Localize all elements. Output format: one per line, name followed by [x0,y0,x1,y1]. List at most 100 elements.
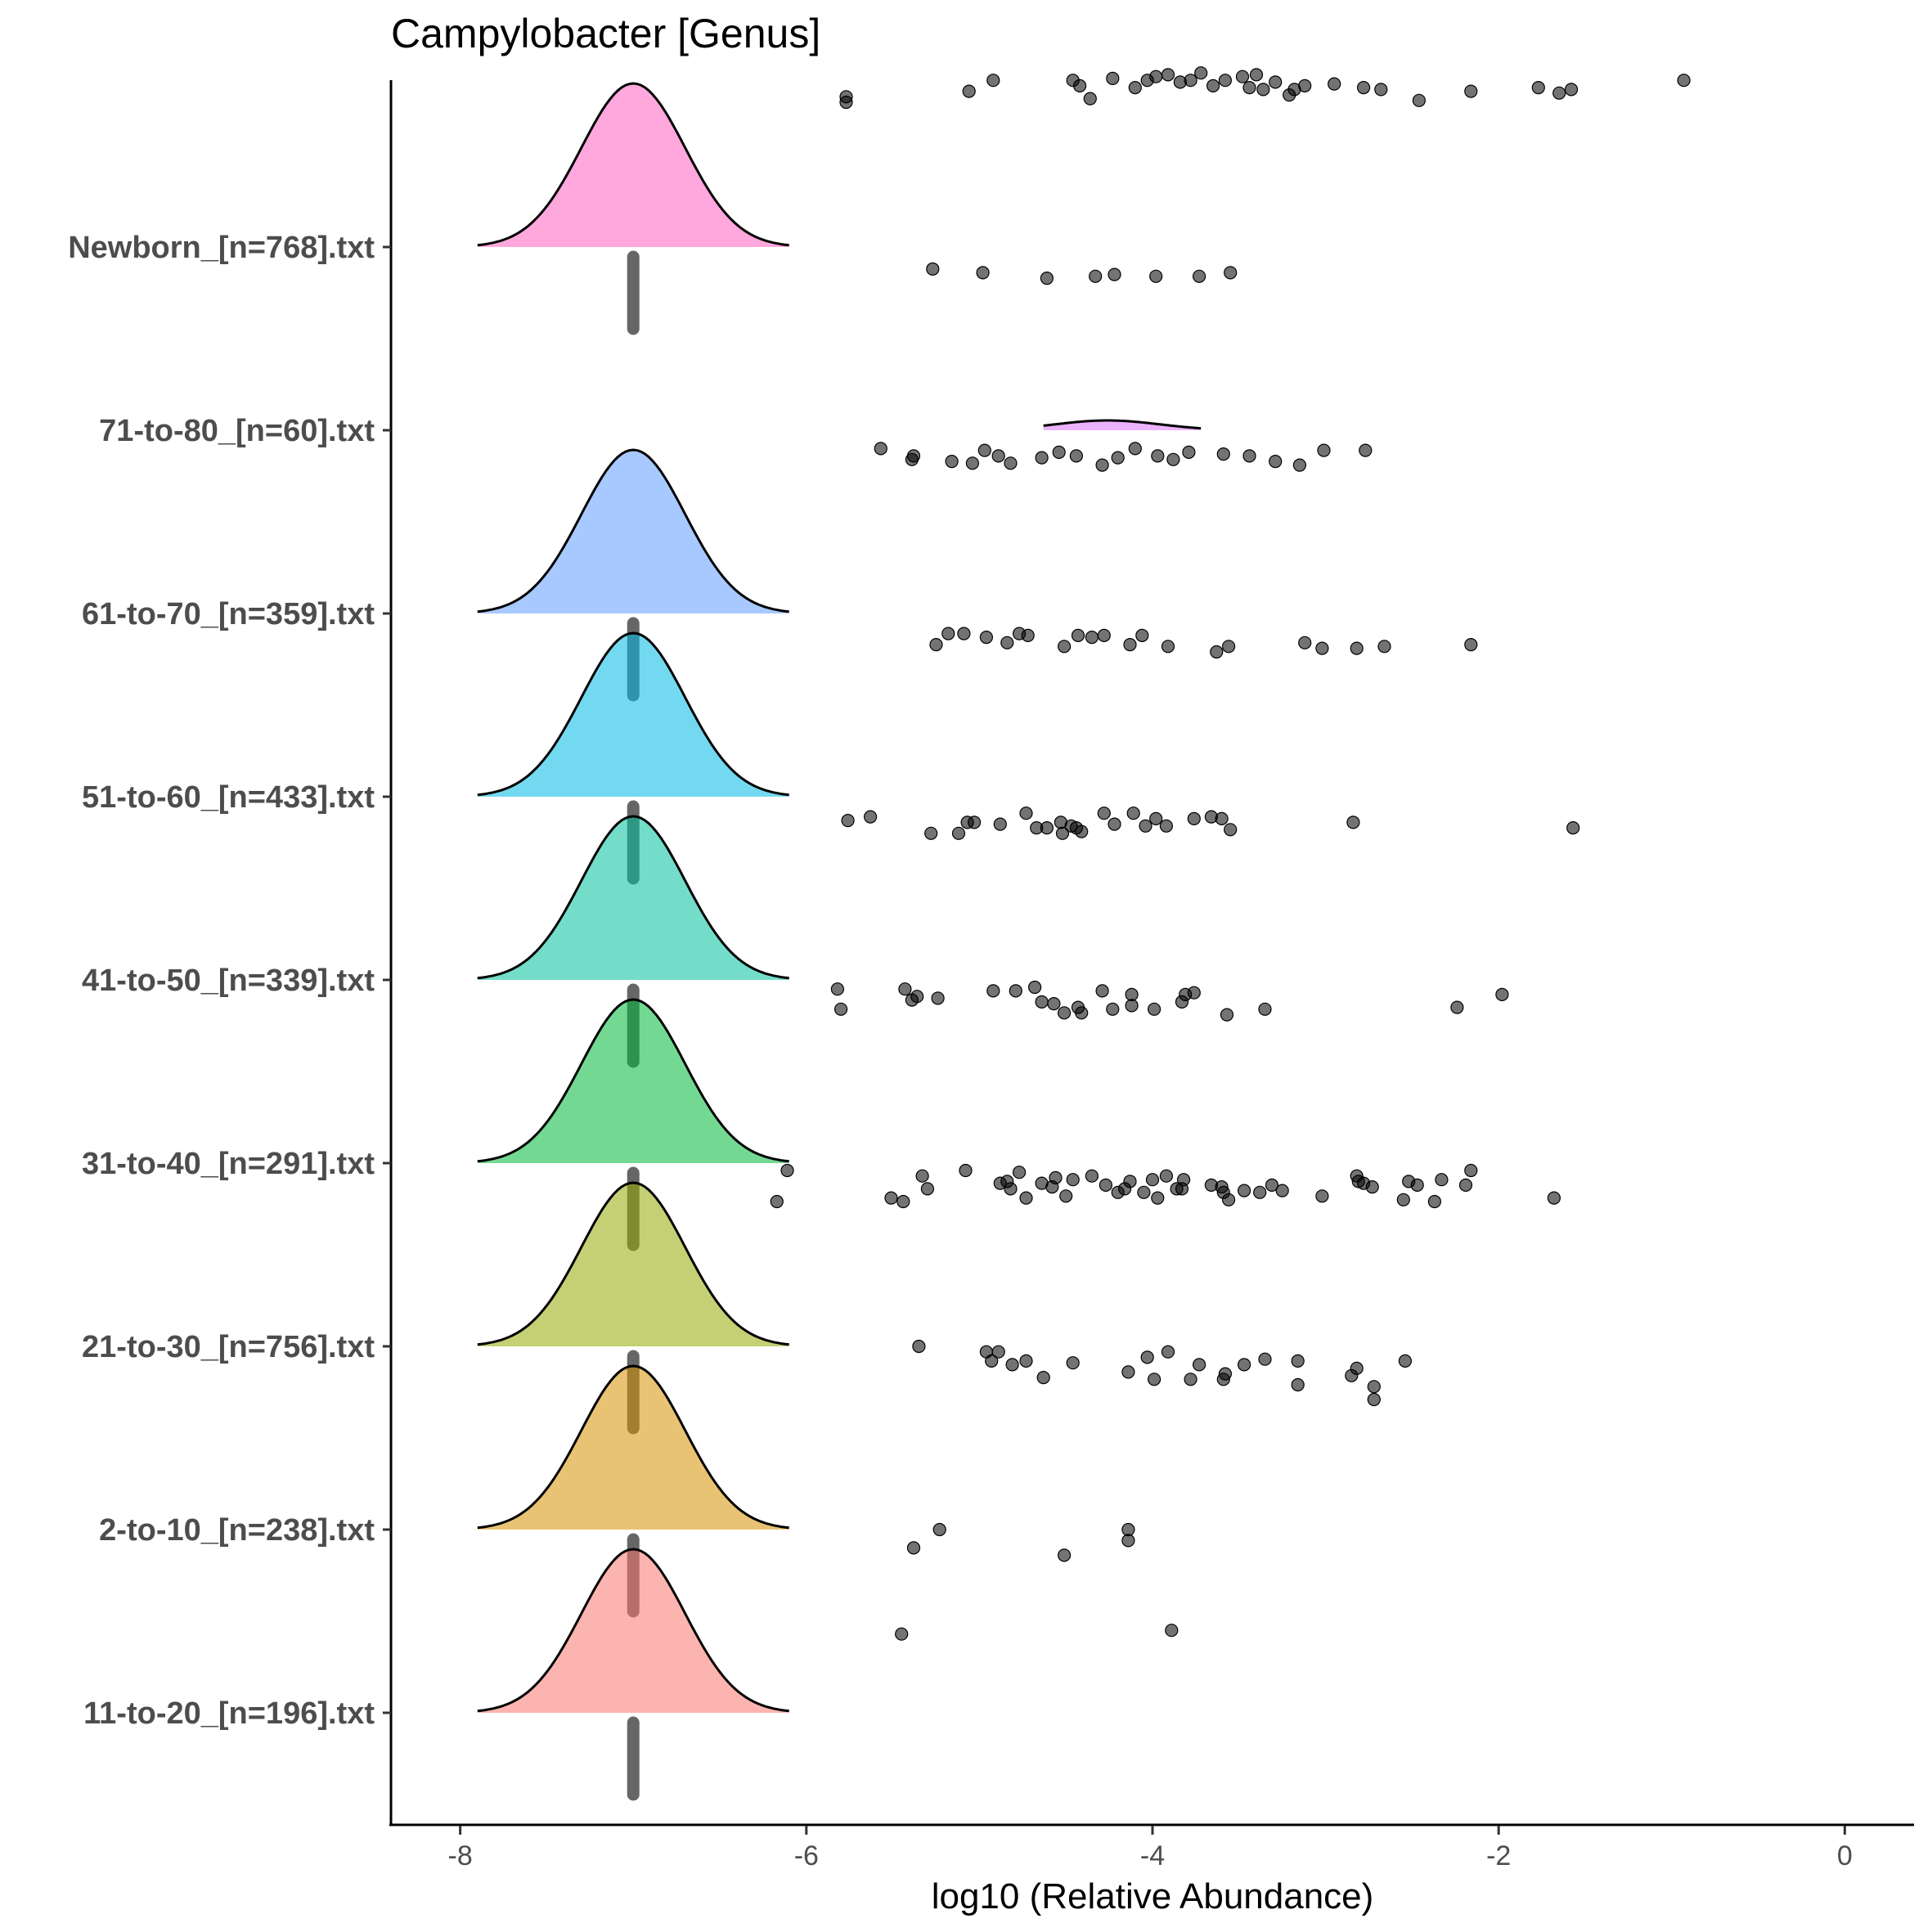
data-point [1235,70,1250,83]
data-point [951,826,966,840]
ridge-outline [477,1181,789,1346]
ridge-8 [1043,419,1202,430]
data-point [1298,636,1312,649]
data-point [912,1339,926,1354]
data-point [1315,1189,1329,1203]
data-point [979,1345,994,1359]
data-point [1464,84,1478,98]
data-point [833,1002,848,1016]
data-point [1147,1002,1161,1016]
ridge-fill [477,816,789,980]
data-point [1269,454,1283,469]
data-point [1125,999,1139,1013]
data-point [1298,79,1312,93]
data-point [1161,68,1175,82]
data-point [1083,92,1097,106]
data-point [1552,86,1566,100]
data-point [1095,984,1109,998]
data-point [1149,811,1163,826]
data-point [957,627,971,640]
data-point [1495,987,1509,1002]
density-ridges [477,82,1202,1801]
data-point [1075,824,1089,838]
data-point [1057,1006,1072,1020]
data-point [924,826,938,840]
data-point [941,627,955,640]
data-point [1412,93,1427,107]
data-point [1410,1178,1424,1193]
data-point [1269,75,1283,89]
data-point [1275,1184,1289,1197]
chart-title: Campylobacter [Genus] [391,11,820,56]
data-point [1128,442,1142,456]
data-point [884,1191,898,1205]
data-point [1072,79,1087,93]
data-point [1224,266,1238,280]
data-point [1005,1358,1019,1372]
data-point [1187,811,1201,826]
ridge-fill [477,83,789,247]
data-point [1147,1373,1161,1386]
data-point [1075,1006,1089,1020]
data-point [1242,449,1256,463]
data-point [1019,1191,1033,1205]
data-point [965,456,980,470]
data-point [1566,820,1580,835]
data-point [1317,443,1331,457]
data-point [1125,987,1139,1002]
data-point [959,1163,973,1178]
data-point [1242,80,1256,95]
data-point [1151,449,1165,463]
ridge-outline [477,448,789,613]
data-point [1012,1166,1027,1179]
data-point [1111,451,1125,465]
data-point [1258,1352,1272,1366]
jitter-points [770,66,1691,1641]
data-point [1237,1358,1251,1372]
data-point [1218,74,1233,88]
data-point [986,74,1000,88]
ridge-outline [477,1364,789,1530]
data-point [993,817,1007,831]
ridge-fill [477,1183,789,1346]
data-point [1066,1356,1080,1370]
data-point [895,1627,909,1641]
y-tick-label: Newborn_[n=768].txt [68,231,375,265]
data-point [1040,272,1054,285]
x-axis: -8 -6 -4 -2 0 [448,1826,1853,1871]
data-point [1040,820,1054,835]
data-point [898,982,912,996]
data-point [1009,984,1022,998]
x-tick-label: -2 [1486,1840,1511,1871]
ridge-outline [477,815,789,980]
ridge-outline [1043,419,1202,430]
data-point [1097,806,1111,820]
data-point [1206,79,1220,93]
data-point [1187,986,1201,1000]
data-point [1427,1194,1442,1209]
data-point [1035,995,1049,1009]
data-point [1184,1373,1197,1386]
data-point [1345,1368,1359,1382]
data-point [1367,1392,1381,1407]
data-point [1139,819,1152,833]
data-point [991,1345,1005,1359]
data-point [1000,636,1014,649]
data-point [1159,819,1174,833]
x-tick-label: -4 [1140,1840,1165,1871]
y-axis: Newborn_[n=768].txt 71-to-80_[n=60].txt 61… [68,231,391,1731]
data-point [1531,80,1545,95]
data-point [979,630,994,645]
ridge-9 [477,82,789,335]
data-point [1121,1522,1135,1537]
data-point [1396,1193,1410,1206]
data-point [991,449,1005,463]
ridge-1 [477,1548,789,1801]
data-point [1057,640,1072,654]
y-tick-label: 21-to-30_[n=756].txt [82,1330,375,1364]
y-tick-label: 71-to-80_[n=60].txt [99,414,375,448]
ridge-fill [1043,420,1202,430]
y-tick-label: 61-to-70_[n=359].txt [82,597,375,631]
data-point [1126,806,1140,820]
data-point [1398,1354,1413,1368]
